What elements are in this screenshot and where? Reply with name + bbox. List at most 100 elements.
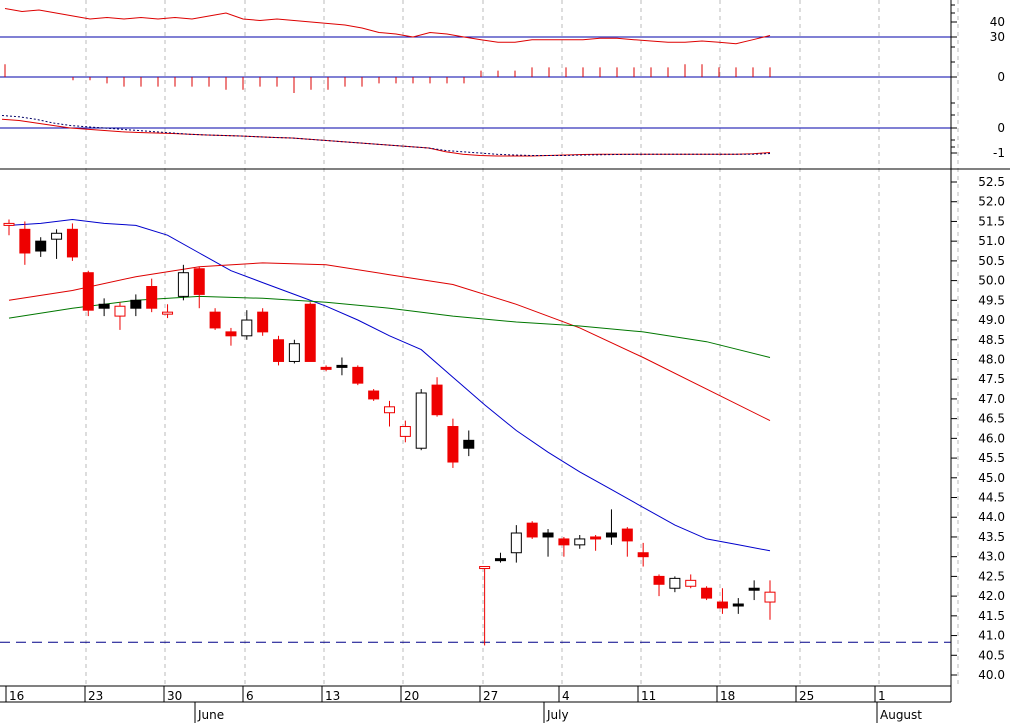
candle-body — [146, 286, 158, 309]
indicator-middle-panel — [0, 115, 951, 157]
y-tick-label-price: 48.0 — [978, 352, 1005, 366]
candle-body — [320, 366, 332, 370]
x-tick-label-month: August — [880, 708, 922, 722]
y-tick-label-price: 41.5 — [978, 609, 1005, 623]
y-tick-label-top: 30 — [990, 30, 1005, 44]
x-tick-label-day: 25 — [799, 689, 814, 703]
moving-average-line — [8, 295, 771, 358]
y-tick-label-price: 48.5 — [978, 333, 1005, 347]
candle-body — [51, 232, 63, 240]
moving-average-line — [8, 262, 771, 422]
y-tick-label-top: 0 — [997, 70, 1005, 84]
candle-body — [653, 575, 665, 585]
x-tick-label-day: 18 — [720, 689, 735, 703]
candle-body — [82, 272, 94, 311]
y-tick-label-middle: -1 — [993, 146, 1005, 160]
candle-body — [463, 439, 475, 449]
y-tick-label-price: 43.0 — [978, 550, 1005, 564]
candle-body — [590, 536, 602, 540]
candle-body — [685, 579, 697, 587]
candle-body — [177, 272, 189, 297]
candle-body — [764, 591, 776, 603]
y-tick-label-price: 52.0 — [978, 195, 1005, 209]
candle-body — [494, 558, 506, 562]
indicator-top-panel — [0, 8, 951, 93]
candle-body — [669, 577, 681, 589]
candle-body — [415, 392, 427, 449]
signal-line — [1, 115, 771, 156]
candle-body — [605, 532, 617, 538]
x-tick-label-day: 16 — [9, 689, 24, 703]
candle-body — [701, 587, 713, 599]
candle-body — [19, 228, 31, 254]
x-tick-label-day: 23 — [88, 689, 103, 703]
y-tick-label-price: 42.5 — [978, 569, 1005, 583]
indicator-middle-line — [1, 118, 771, 157]
moving-average-line — [8, 218, 771, 552]
x-tick-label-day: 11 — [641, 689, 656, 703]
candle-body — [98, 303, 110, 309]
x-tick-label-month: June — [197, 708, 224, 722]
x-tick-label-day: 4 — [562, 689, 570, 703]
candle-body — [574, 538, 586, 546]
candle-body — [225, 331, 237, 337]
y-tick-label-price: 52.5 — [978, 175, 1005, 189]
y-tick-label-price: 45.5 — [978, 451, 1005, 465]
y-tick-label-price: 41.0 — [978, 629, 1005, 643]
y-tick-label-price: 47.5 — [978, 372, 1005, 386]
y-tick-label-price: 51.5 — [978, 214, 1005, 228]
y-tick-label-middle: 0 — [997, 121, 1005, 135]
candle-body — [368, 390, 380, 400]
candle-body — [526, 522, 538, 538]
candle-body — [162, 311, 174, 315]
candle-body — [193, 268, 205, 295]
candle-body — [399, 426, 411, 437]
candle-body — [273, 339, 285, 362]
candle-body — [288, 343, 300, 362]
candle-body — [209, 311, 221, 329]
y-tick-label-price: 46.5 — [978, 412, 1005, 426]
candle-body — [66, 228, 78, 258]
y-tick-label-price: 45.0 — [978, 471, 1005, 485]
candle-body — [241, 319, 253, 337]
x-tick-label-day: 30 — [167, 689, 182, 703]
y-tick-label-price: 50.5 — [978, 254, 1005, 268]
indicator-top-line — [4, 8, 771, 45]
candle-body — [3, 222, 15, 226]
y-tick-label-price: 43.5 — [978, 530, 1005, 544]
x-tick-label-day: 20 — [404, 689, 419, 703]
candle-body — [447, 426, 459, 463]
candle-body — [748, 587, 760, 591]
y-tick-label-price: 47.0 — [978, 392, 1005, 406]
y-tick-label-price: 40.0 — [978, 668, 1005, 682]
candle-body — [621, 528, 633, 542]
candle-body — [384, 406, 395, 414]
candle-body — [558, 538, 570, 546]
y-tick-label-price: 49.0 — [978, 313, 1005, 327]
y-tick-label-price: 46.0 — [978, 431, 1005, 445]
candle-body — [304, 303, 316, 362]
y-tick-label-top: 40 — [990, 15, 1005, 29]
candle-body — [35, 240, 47, 252]
x-tick-label-day: 27 — [483, 689, 498, 703]
x-tick-label-day: 13 — [325, 689, 340, 703]
candle-body — [510, 532, 522, 554]
x-tick-label-day: 6 — [246, 689, 254, 703]
price-panel — [0, 218, 951, 646]
y-tick-label-price: 42.0 — [978, 589, 1005, 603]
candle-body — [479, 566, 491, 570]
candle-body — [716, 601, 728, 609]
candle-body — [257, 311, 269, 333]
candle-body — [114, 305, 126, 317]
y-tick-label-price: 44.0 — [978, 510, 1005, 524]
candle-body — [431, 384, 443, 416]
grid-layer — [85, 0, 959, 685]
x-tick-label-day: 1 — [878, 689, 886, 703]
candle-body — [542, 532, 554, 538]
y-tick-label-price: 49.5 — [978, 293, 1005, 307]
candle-body — [732, 603, 744, 607]
y-tick-label-price: 51.0 — [978, 234, 1005, 248]
candle-body — [637, 552, 649, 558]
y-tick-label-price: 44.5 — [978, 491, 1005, 505]
